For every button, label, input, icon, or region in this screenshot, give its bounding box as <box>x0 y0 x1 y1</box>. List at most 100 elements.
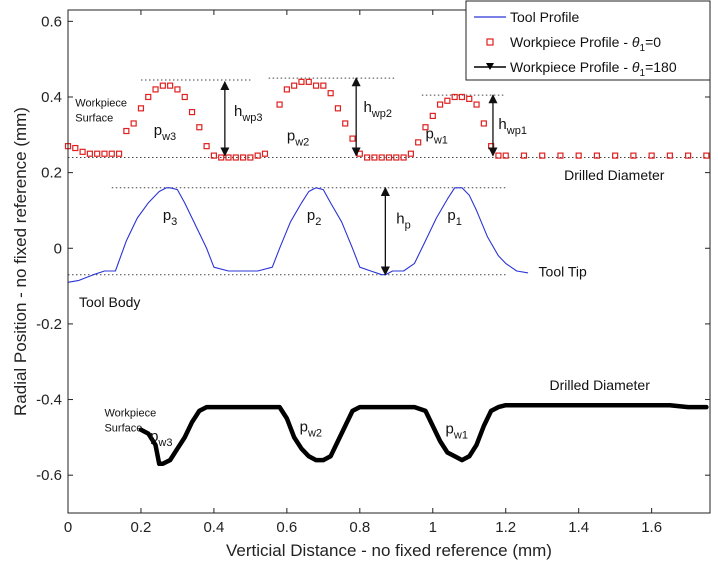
workpiece-theta0-marker <box>444 97 451 104</box>
annotation-pw3-top: pw3 <box>154 122 176 143</box>
workpiece-theta0-marker <box>685 152 692 159</box>
x-tick-label: 1.4 <box>568 519 589 536</box>
workpiece-theta0-marker <box>364 154 371 161</box>
y-tick-label: 0.2 <box>41 165 62 182</box>
x-tick-label: 1.2 <box>495 519 516 536</box>
axes: 0 0.2 0.4 0.6 0.8 1 1.2 1.4 1.6 -0.6 -0.4 -0.2 0 0.2 0… <box>36 9 711 536</box>
workpiece-theta0-marker <box>210 152 218 159</box>
plot-area <box>64 77 710 467</box>
workpiece-theta0-marker <box>305 78 312 85</box>
x-tick-label: 0.8 <box>349 519 370 536</box>
annotation-pw3-bot: pw3 <box>150 428 172 449</box>
workpiece-theta0-marker <box>334 105 342 112</box>
workpiece-theta0-marker <box>276 101 283 108</box>
workpiece-theta0-marker <box>539 152 546 159</box>
y-axis-title: Radial Position - no fixed reference (mm… <box>11 107 30 416</box>
y-tick-label: 0.4 <box>41 89 62 106</box>
workpiece-theta0-marker <box>312 82 320 89</box>
x-tick-label: 1.6 <box>641 519 662 536</box>
x-tick-label: 0.2 <box>131 519 152 536</box>
workpiece-theta0-marker <box>429 112 436 119</box>
workpiece-theta0-marker <box>239 154 247 161</box>
workpiece-theta0-marker <box>196 124 203 131</box>
workpiece-theta0-marker <box>520 152 528 159</box>
workpiece-theta0-marker <box>612 152 619 159</box>
workpiece-theta0-marker <box>254 152 261 159</box>
label-workpiece-surface-bottom-1: Workpiece <box>104 408 156 420</box>
workpiece-theta0-marker <box>436 101 444 108</box>
workpiece-theta0-marker <box>291 82 298 89</box>
workpiece-theta0-marker <box>261 150 269 157</box>
workpiece-theta0-marker <box>203 143 210 150</box>
legend-entry: Tool Profile <box>510 9 579 25</box>
workpiece-theta0-marker <box>247 154 254 161</box>
workpiece-theta0-marker <box>327 90 334 97</box>
workpiece-theta0-marker <box>72 144 79 152</box>
annotation-hwp1: hwp1 <box>498 116 527 137</box>
legend-entry: Workpiece Profile - θ1=0 <box>510 34 661 54</box>
workpiece-theta0-marker <box>167 82 174 89</box>
label-drilled-diameter-top: Drilled Diameter <box>564 167 665 183</box>
label-workpiece-surface-top-2: Surface <box>75 113 113 125</box>
workpiece-theta0-marker <box>320 82 327 89</box>
legend: Tool Profile Workpiece Profile - θ1=0 Work… <box>465 0 711 81</box>
workpiece-theta0-marker <box>593 152 601 159</box>
legend-marker-theta180 <box>486 63 494 70</box>
legend-swatch-theta0 <box>486 38 494 46</box>
workpiece-theta0-marker <box>342 120 349 127</box>
workpiece-theta0-marker <box>188 109 196 116</box>
workpiece-theta0-marker <box>458 93 466 101</box>
workpiece-theta0-marker <box>575 152 582 159</box>
workpiece-theta0-marker <box>159 82 166 89</box>
tool-profile-line <box>67 187 529 283</box>
workpiece-theta0-marker <box>94 150 101 157</box>
workpiece-theta0-marker <box>298 78 305 85</box>
annotation-p1: p1 <box>447 207 461 228</box>
workpiece-theta0-marker <box>451 93 458 101</box>
legend-box <box>465 0 711 81</box>
annotation-pw1-bot: pw1 <box>446 421 468 442</box>
label-workpiece-surface-top-1: Workpiece <box>75 97 127 109</box>
workpiece-theta0-marker <box>480 120 487 127</box>
label-drilled-diameter-bottom: Drilled Diameter <box>550 377 651 393</box>
annotation-p2: p2 <box>307 207 321 228</box>
axes-frame <box>67 9 711 514</box>
workpiece-theta0-marker <box>557 152 564 159</box>
workpiece-theta0-marker <box>422 124 429 131</box>
workpiece-theta0-marker <box>415 139 422 146</box>
workpiece-theta0-marker <box>407 150 414 157</box>
workpiece-theta0-marker <box>79 148 86 155</box>
workpiece-theta0-marker <box>181 93 188 101</box>
workpiece-theta0-marker <box>385 154 393 161</box>
x-tick-label: 1 <box>429 519 437 536</box>
annotations: hwp3 hwp2 hwp1 hp pw3 pw2 pw1 p3 p2 p1 pw3 pw2 pw1 Wo… <box>75 77 665 449</box>
workpiece-theta0-marker <box>666 152 673 159</box>
workpiece-theta0-marker <box>648 152 655 159</box>
x-axis-title: Verticial Distance - no fixed reference … <box>226 541 552 560</box>
workpiece-theta0-marker <box>283 86 290 93</box>
y-tick-label: -0.4 <box>36 392 62 409</box>
label-workpiece-surface-bottom-2: Surface <box>104 423 142 435</box>
annotation-pw2-bot: pw2 <box>300 419 322 440</box>
workpiece-theta0-marker <box>473 101 480 108</box>
annotation-hwp2: hwp2 <box>363 99 392 120</box>
workpiece-theta0-marker <box>123 127 130 135</box>
label-tool-body: Tool Body <box>79 294 140 310</box>
workpiece-theta0-marker <box>378 154 385 161</box>
workpiece-theta0-marker <box>145 93 152 101</box>
workpiece-theta0-marker <box>502 152 509 159</box>
annotation-p3: p3 <box>163 207 177 228</box>
legend-entry: Workpiece Profile - θ1=180 <box>510 59 677 79</box>
annotation-pw1-top: pw1 <box>425 126 447 147</box>
annotation-hwp3: hwp3 <box>234 103 263 124</box>
annotation-hp: hp <box>396 211 410 232</box>
x-tick-label: 0.4 <box>203 519 224 536</box>
y-tick-label: -0.2 <box>36 316 62 333</box>
workpiece-theta0-marker <box>371 154 378 161</box>
annotation-pw2-top: pw2 <box>287 127 309 148</box>
workpiece-theta0-marker <box>86 150 93 157</box>
workpiece-theta0-marker <box>115 150 123 157</box>
y-tick-label: 0 <box>54 240 62 257</box>
x-tick-label: 0 <box>64 519 72 536</box>
y-tick-label: -0.6 <box>36 467 62 484</box>
